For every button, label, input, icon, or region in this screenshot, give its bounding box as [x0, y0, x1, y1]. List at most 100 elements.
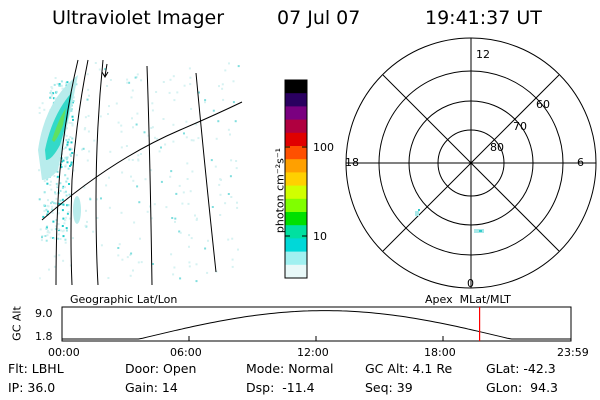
emission-pixel: [105, 184, 108, 187]
emission-pixel: [183, 132, 185, 135]
emission-pixel: [128, 81, 131, 84]
emission-pixel: [84, 127, 87, 130]
emission-pixel: [126, 81, 129, 84]
emission-pixel: [72, 169, 75, 172]
emission-pixel: [67, 211, 70, 214]
mlt-label-12: 12: [476, 48, 490, 61]
emission-pixel: [47, 199, 49, 202]
emission-pixel: [230, 196, 233, 198]
info-mode: Mode: Normal: [246, 361, 334, 376]
emission-pixel: [68, 121, 71, 124]
emission-pixel: [108, 206, 111, 209]
emission-pixel: [51, 205, 54, 208]
emission-pixel: [129, 274, 132, 277]
emission-pixel: [106, 85, 108, 87]
emission-pixel: [46, 231, 49, 234]
emission-pixel: [108, 176, 110, 179]
emission-pixel: [65, 229, 68, 232]
emission-pixel: [53, 175, 56, 177]
emission-pixel: [72, 237, 74, 240]
emission-pixel: [231, 237, 234, 240]
emission-pixel: [56, 82, 59, 85]
emission-pixel: [40, 239, 43, 242]
emission-pixel: [191, 170, 194, 173]
latitude-line: [41, 101, 243, 221]
emission-pixel: [50, 93, 53, 96]
emission-pixel: [57, 237, 60, 240]
emission-pixel: [51, 87, 54, 90]
emission-pixel: [46, 178, 49, 181]
colorbar-unit-label: photon cm⁻²s⁻¹: [273, 147, 287, 234]
aurora-emission: [38, 62, 240, 283]
emission-pixel: [150, 169, 153, 172]
emission-pixel: [99, 115, 102, 118]
emission-pixel: [144, 178, 147, 181]
emission-pixel: [71, 152, 74, 154]
emission-pixel: [126, 256, 129, 259]
emission-pixel: [50, 90, 53, 93]
emission-pixel: [54, 191, 56, 194]
emission-pixel: [65, 139, 68, 142]
emission-pixel: [195, 218, 198, 221]
aurora-oval-peak: [52, 108, 66, 142]
emission-pixel: [70, 108, 73, 111]
emission-pixel: [71, 62, 74, 65]
emission-pixel: [56, 170, 59, 173]
emission-pixel: [151, 126, 154, 129]
emission-pixel: [53, 83, 56, 86]
polar-emission: [415, 209, 484, 233]
emission-pixel: [56, 185, 59, 187]
emission-pixel: [160, 180, 163, 183]
info-gain: Gain: 14: [125, 380, 178, 395]
emission-pixel: [86, 220, 88, 223]
polar-diagonal-b: [382, 74, 560, 252]
colorbar-segment: [285, 106, 307, 121]
emission-pixel: [52, 92, 55, 95]
emission-pixel: [139, 237, 141, 240]
info-glon: GLon: 94.3: [486, 380, 558, 395]
emission-pixel: [65, 156, 68, 159]
info-gc-alt: GC Alt: 4.1 Re: [365, 361, 453, 376]
emission-pixel: [49, 180, 52, 183]
emission-pixel: [57, 212, 60, 215]
emission-pixel: [221, 87, 224, 90]
emission-pixel: [86, 73, 89, 76]
emission-pixel: [46, 182, 49, 185]
emission-pixel: [229, 133, 231, 136]
emission-pixel: [69, 147, 72, 150]
emission-pixel: [237, 65, 240, 68]
emission-pixel: [165, 206, 168, 209]
emission-pixel: [63, 191, 66, 194]
emission-pixel: [151, 109, 154, 112]
lat-label-70: 70: [513, 120, 527, 133]
emission-pixel: [46, 204, 49, 207]
emission-pixel: [176, 91, 179, 94]
emission-pixel: [227, 128, 230, 131]
emission-pixel: [67, 138, 70, 141]
emission-pixel: [66, 141, 69, 144]
altitude-panel: [61, 306, 572, 342]
emission-pixel: [38, 277, 41, 280]
emission-pixel: [168, 91, 171, 94]
emission-pixel: [196, 217, 198, 220]
emission-pixel: [217, 120, 220, 123]
info-seq: Seq: 39: [365, 380, 413, 395]
emission-pixel: [71, 137, 74, 140]
emission-pixel: [49, 96, 52, 99]
emission-pixel: [140, 153, 142, 155]
emission-pixel: [170, 253, 173, 256]
emission-pixel: [154, 136, 156, 139]
emission-pixel: [53, 237, 56, 240]
emission-pixel: [59, 84, 62, 87]
emission-pixel: [70, 161, 73, 164]
emission-pixel: [64, 146, 67, 149]
emission-pixel: [48, 231, 51, 234]
emission-pixel: [51, 211, 54, 214]
emission-pixel: [212, 109, 215, 112]
emission-pixel: [81, 148, 83, 151]
colorbar-segment: [285, 132, 307, 147]
emission-pixel: [83, 186, 86, 189]
emission-pixel: [130, 96, 133, 99]
emission-pixel: [117, 121, 120, 124]
